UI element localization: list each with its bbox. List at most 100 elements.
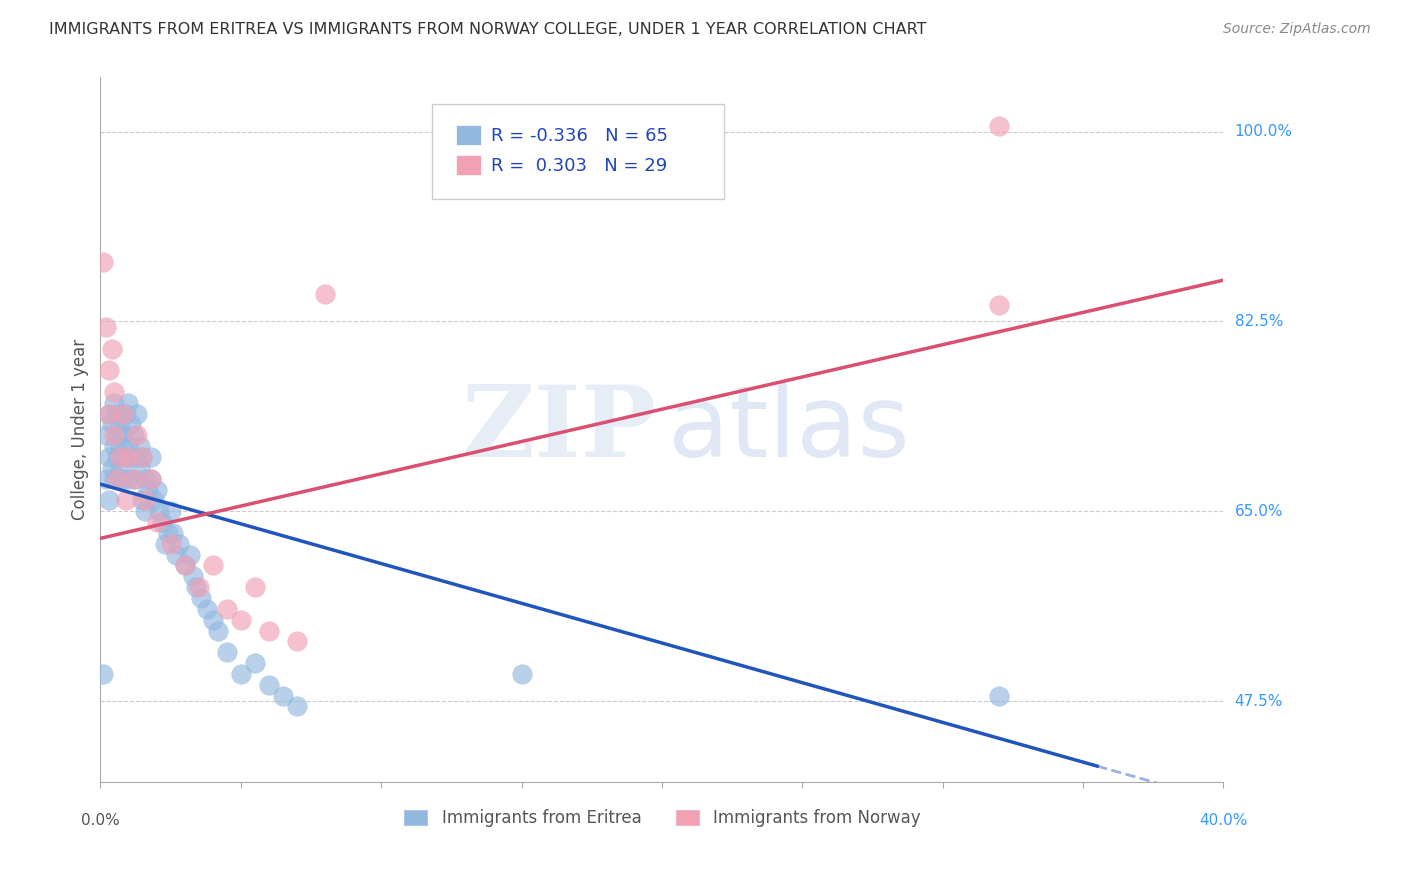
Point: [97, 407, 120, 421]
Point: [229, 666, 252, 681]
Text: IMMIGRANTS FROM ERITREA VS IMMIGRANTS FROM NORWAY COLLEGE, UNDER 1 YEAR CORRELAT: IMMIGRANTS FROM ERITREA VS IMMIGRANTS FR…: [49, 22, 927, 37]
Point: [117, 396, 139, 410]
Text: 40.0%: 40.0%: [1199, 813, 1247, 828]
Point: [187, 580, 209, 594]
Point: [91, 666, 114, 681]
Text: R =  0.303   N = 29: R = 0.303 N = 29: [491, 157, 668, 175]
Point: [195, 602, 218, 616]
Point: [125, 407, 148, 421]
Point: [97, 493, 120, 508]
Point: [117, 439, 139, 453]
Point: [97, 450, 120, 464]
Point: [105, 472, 128, 486]
Point: [181, 569, 204, 583]
Point: [142, 493, 165, 508]
Point: [510, 666, 533, 681]
Point: [153, 537, 176, 551]
Point: [108, 439, 131, 453]
Point: [103, 396, 125, 410]
Point: [131, 450, 153, 464]
Text: atlas: atlas: [668, 382, 910, 478]
Text: 100.0%: 100.0%: [1234, 124, 1292, 139]
Text: 0.0%: 0.0%: [82, 813, 120, 828]
Point: [94, 319, 117, 334]
Point: [139, 472, 162, 486]
Point: [173, 558, 195, 573]
Point: [243, 580, 266, 594]
Point: [111, 428, 134, 442]
Point: [167, 537, 190, 551]
Point: [128, 439, 150, 453]
Point: [159, 504, 181, 518]
Point: [179, 548, 201, 562]
Point: [314, 287, 336, 301]
Point: [190, 591, 212, 605]
Point: [165, 548, 187, 562]
Point: [97, 363, 120, 377]
Text: 47.5%: 47.5%: [1234, 693, 1282, 708]
Point: [100, 342, 122, 356]
Point: [139, 450, 162, 464]
Point: [105, 428, 128, 442]
Point: [91, 254, 114, 268]
Point: [159, 537, 181, 551]
Point: [111, 407, 134, 421]
Point: [987, 298, 1010, 312]
Point: [134, 493, 156, 508]
Text: R = -0.336   N = 65: R = -0.336 N = 65: [491, 127, 668, 145]
Point: [145, 483, 167, 497]
Text: Source: ZipAtlas.com: Source: ZipAtlas.com: [1223, 22, 1371, 37]
Point: [111, 472, 134, 486]
Point: [100, 417, 122, 432]
Point: [201, 613, 224, 627]
Point: [103, 428, 125, 442]
Point: [120, 417, 142, 432]
Point: [134, 504, 156, 518]
Text: ZIP: ZIP: [461, 382, 657, 478]
Point: [134, 472, 156, 486]
Point: [117, 450, 139, 464]
Point: [103, 384, 125, 399]
Point: [257, 624, 280, 638]
Text: 65.0%: 65.0%: [1234, 504, 1284, 519]
Point: [201, 558, 224, 573]
FancyBboxPatch shape: [432, 103, 724, 199]
Point: [122, 428, 145, 442]
Point: [105, 450, 128, 464]
Point: [103, 439, 125, 453]
Text: 82.5%: 82.5%: [1234, 314, 1282, 329]
Point: [243, 656, 266, 670]
Point: [120, 450, 142, 464]
Point: [100, 460, 122, 475]
Point: [114, 450, 136, 464]
Y-axis label: College, Under 1 year: College, Under 1 year: [72, 339, 89, 520]
Point: [271, 689, 294, 703]
Point: [184, 580, 207, 594]
Point: [117, 472, 139, 486]
Point: [103, 472, 125, 486]
Point: [94, 472, 117, 486]
Point: [987, 120, 1010, 134]
Point: [173, 558, 195, 573]
Bar: [457, 154, 481, 175]
Point: [285, 699, 308, 714]
Point: [257, 678, 280, 692]
Legend: Immigrants from Eritrea, Immigrants from Norway: Immigrants from Eritrea, Immigrants from…: [396, 803, 928, 834]
Bar: [457, 125, 481, 145]
Point: [229, 613, 252, 627]
Point: [156, 525, 179, 540]
Point: [987, 689, 1010, 703]
Point: [148, 504, 170, 518]
Point: [215, 602, 238, 616]
Point: [97, 407, 120, 421]
Point: [131, 450, 153, 464]
Point: [150, 515, 173, 529]
Point: [114, 493, 136, 508]
Point: [108, 417, 131, 432]
Point: [125, 428, 148, 442]
Point: [131, 493, 153, 508]
Point: [114, 407, 136, 421]
Point: [128, 460, 150, 475]
Point: [122, 472, 145, 486]
Point: [162, 525, 184, 540]
